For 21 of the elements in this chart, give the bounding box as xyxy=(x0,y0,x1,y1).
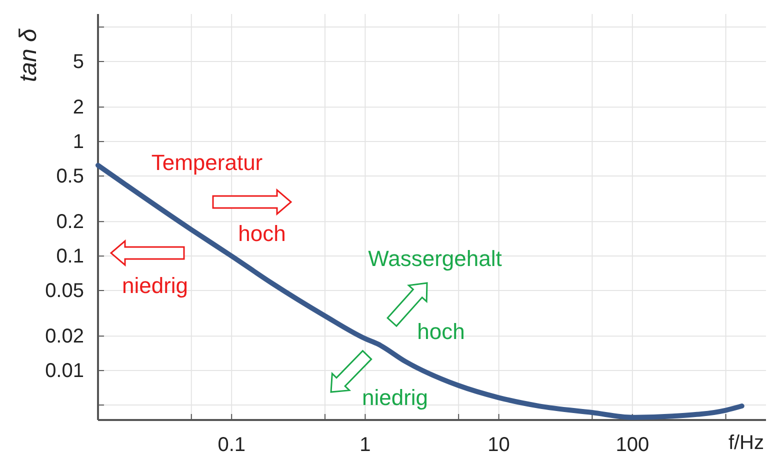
annotation: hoch xyxy=(238,221,286,246)
x-axis-title: f/Hz xyxy=(728,432,764,454)
y-tick-label: 0.5 xyxy=(56,165,84,188)
y-tick-label: 0.01 xyxy=(45,360,84,382)
y-tick-label: 2 xyxy=(72,96,84,118)
annotation: Temperatur xyxy=(151,150,263,175)
y-tick-label: 0.05 xyxy=(45,280,84,302)
x-tick-label: 10 xyxy=(488,434,510,456)
x-tick-label: 1 xyxy=(360,434,371,456)
annotation: Wassergehalt xyxy=(368,246,502,271)
y-axis-title: tan δ xyxy=(15,28,42,82)
annotation: hoch xyxy=(417,319,465,344)
annotation: niedrig xyxy=(122,273,188,298)
x-tick-label: 100 xyxy=(616,434,650,456)
annotation: niedrig xyxy=(362,385,428,410)
y-tick-label: 0.02 xyxy=(45,325,84,348)
y-tick-label: 0.1 xyxy=(56,245,84,268)
y-tick-label: 0.2 xyxy=(56,210,84,233)
x-tick-label: 0.1 xyxy=(218,434,246,456)
y-tick-label: 1 xyxy=(72,130,84,153)
y-tick-label: 5 xyxy=(72,50,84,73)
